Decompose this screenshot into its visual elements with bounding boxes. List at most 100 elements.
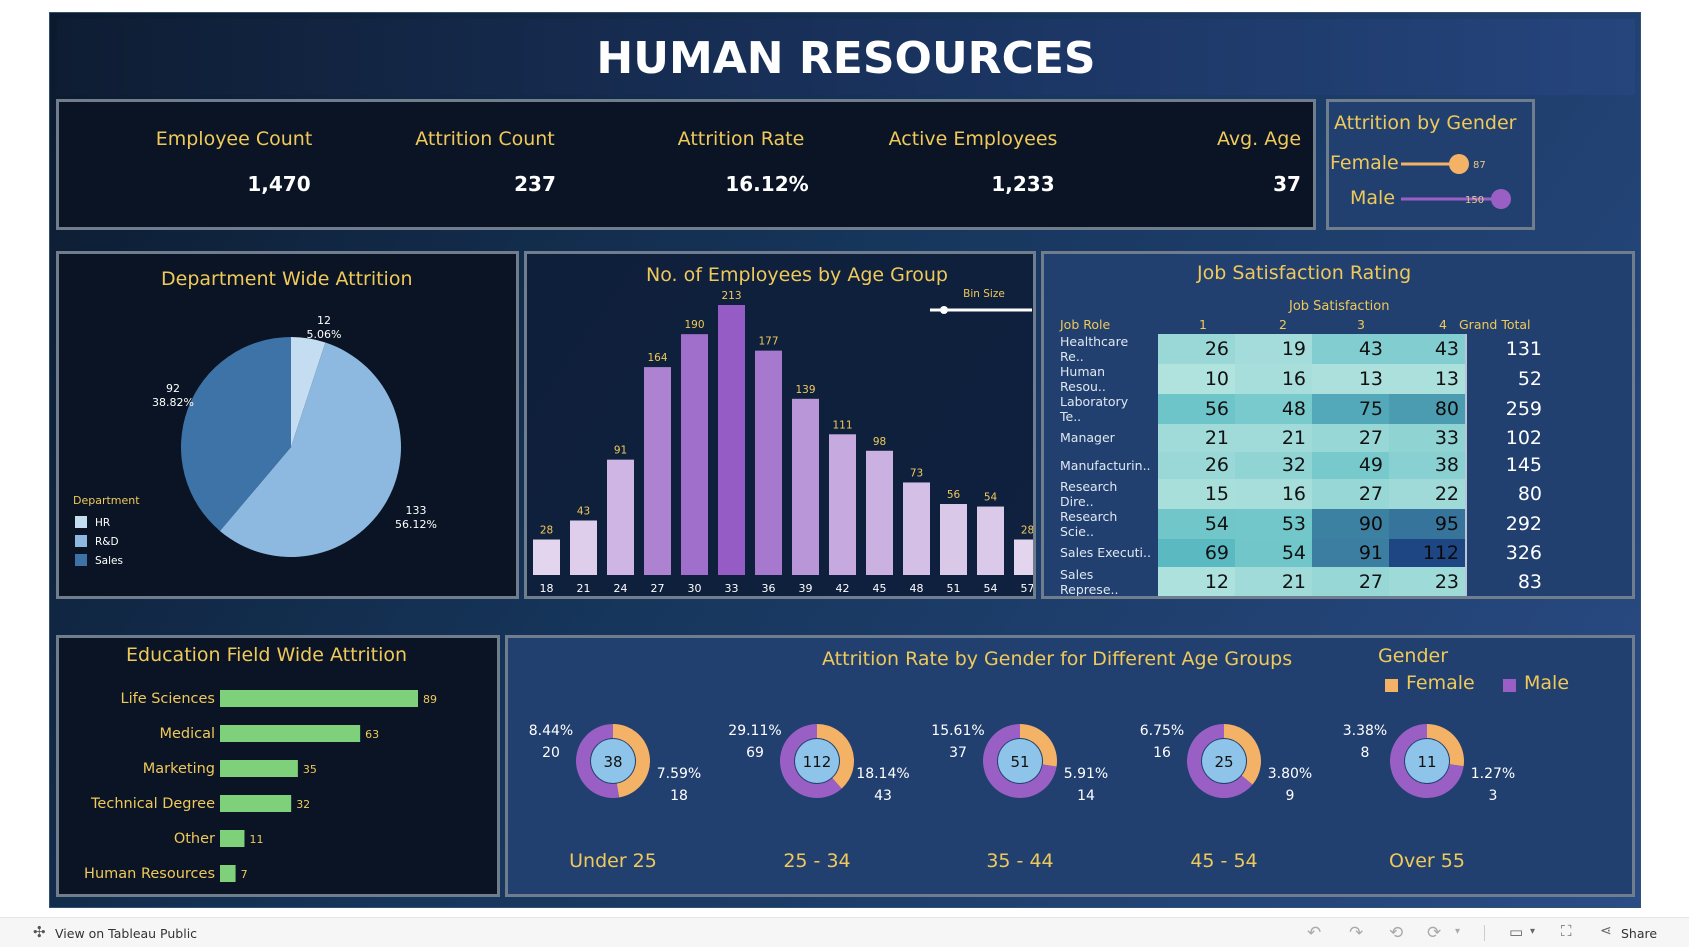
donut-female-pct-2: 5.91% — [1064, 766, 1108, 782]
job-role-label: Human Resou.. — [1060, 364, 1106, 394]
kpi-attrition-count-value: 237 — [514, 172, 556, 196]
donut-male-pct-3: 6.75% — [1140, 723, 1184, 739]
undo-icon[interactable]: ↶ — [1307, 923, 1322, 943]
job-role-label: Sales Executi.. — [1060, 545, 1151, 561]
education-bar-4 — [220, 830, 245, 847]
education-panel: Education Field Wide Attrition Life Scie… — [56, 635, 500, 897]
donut-male-pct-2: 15.61% — [931, 723, 984, 739]
heatmap-cell: 112 — [1389, 539, 1466, 567]
male-value-label: 150 — [1465, 195, 1484, 206]
redo-icon[interactable]: ↷ — [1349, 923, 1364, 943]
age-group-label-0: Under 25 — [569, 850, 657, 872]
kpi-attrition-rate-label: Attrition Rate — [677, 128, 805, 150]
donut-male-pct-4: 3.38% — [1343, 723, 1387, 739]
row-total: 326 — [1465, 539, 1548, 567]
donut-female-arc-2 — [1020, 724, 1057, 767]
fullscreen-icon[interactable]: ⛶ — [1561, 922, 1572, 940]
age-bar-value-33: 213 — [721, 290, 741, 302]
kpi-avg-age-value: 37 — [1273, 172, 1301, 196]
donut-male-arc-3 — [1187, 724, 1253, 798]
age-bar-45 — [866, 450, 893, 575]
donut-center-2 — [998, 739, 1042, 783]
heatmap-cell: 19 — [1235, 334, 1312, 364]
age-bar-value-21: 43 — [577, 505, 590, 517]
donut-female-count-4: 3 — [1489, 788, 1498, 804]
kpi-employee-count-label: Employee Count — [155, 128, 313, 150]
age-bar-36 — [755, 350, 782, 575]
heatmap-cell: 54 — [1158, 509, 1235, 539]
education-value-5: 7 — [241, 868, 248, 881]
grand-total-cell: 1,470 — [1466, 598, 1548, 600]
heatmap-cell: 26 — [1158, 334, 1235, 364]
pie-slice-rd — [219, 342, 401, 557]
tableau-toolbar: ✣ View on Tableau Public ↶ ↷ ⟲ ⟳ ▾ ▭ ▾ ⛶… — [0, 917, 1689, 947]
heatmap-cell: 80 — [1389, 394, 1466, 424]
donut-male-count-1: 69 — [746, 745, 764, 761]
share-button[interactable]: Share — [1621, 926, 1658, 941]
heatmap-cell: 48 — [1235, 394, 1312, 424]
age-bar-51 — [940, 504, 967, 575]
kpi-panel: Employee Count 1,470 Attrition Count 237… — [56, 99, 1316, 230]
donut-male-count-3: 16 — [1153, 745, 1171, 761]
donut-male-arc-4 — [1390, 724, 1464, 798]
grand-total-header: Grand Total — [1459, 317, 1531, 332]
education-value-0: 89 — [423, 693, 437, 706]
age-bar-42 — [829, 434, 856, 575]
legend-swatch-1 — [75, 535, 87, 547]
heatmap-cell: 43 — [1389, 334, 1466, 364]
donut-female-count-1: 43 — [874, 788, 892, 804]
job-satisfaction-table: Healthcare Re.. 26 19 43 43 131 Human Resou.. 1… — [1054, 334, 1548, 600]
age-tick-57: 57 — [1021, 582, 1035, 595]
age-bar-value-42: 111 — [832, 419, 852, 431]
column-header-3: 3 — [1357, 317, 1365, 332]
legend-label-0: HR — [95, 517, 110, 529]
age-bar-54 — [977, 506, 1004, 575]
share-icon[interactable]: ⋖ — [1600, 923, 1612, 939]
donut-female-pct-0: 7.59% — [657, 766, 701, 782]
age-group-label-4: Over 55 — [1389, 850, 1465, 872]
age-tick-33: 33 — [725, 582, 739, 595]
grand-total-cell: 442 — [1312, 598, 1389, 600]
donut-male-count-2: 37 — [949, 745, 967, 761]
male-dot — [1491, 189, 1511, 209]
kpi-attrition-rate-value: 16.12% — [725, 172, 809, 196]
job-role-header: Job Role — [1060, 317, 1111, 332]
job-role-label: Research Dire.. — [1060, 479, 1118, 509]
age-bar-value-18: 28 — [540, 525, 553, 537]
refresh-dropdown-icon[interactable]: ▾ — [1455, 926, 1461, 937]
job-satisfaction-axis-title: Job Satisfaction — [1289, 299, 1390, 314]
age-tick-42: 42 — [836, 582, 850, 595]
heatmap-cell: 91 — [1312, 539, 1389, 567]
age-group-title: No. of Employees by Age Group — [646, 264, 948, 286]
heatmap-cell: 43 — [1312, 334, 1389, 364]
tableau-logo-icon[interactable]: ✣ — [33, 923, 46, 941]
revert-icon[interactable]: ⟲ — [1389, 923, 1404, 943]
heatmap-cell: 27 — [1312, 424, 1389, 452]
job-role-label: Healthcare Re.. — [1060, 334, 1129, 364]
donut-male-count-0: 20 — [542, 745, 560, 761]
donut-female-count-2: 14 — [1077, 788, 1095, 804]
age-tick-18: 18 — [540, 582, 554, 595]
education-value-4: 11 — [249, 833, 263, 846]
age-bar-18 — [533, 539, 560, 575]
department-panel: Department Wide Attrition 12 5.06% 133 56.1… — [56, 251, 519, 599]
age-bar-24 — [607, 459, 634, 575]
grand-total-cell: 280 — [1235, 598, 1312, 600]
view-on-tableau-link[interactable]: View on Tableau Public — [55, 926, 198, 941]
heatmap-cell: 13 — [1312, 364, 1389, 394]
age-bar-value-48: 73 — [910, 467, 923, 479]
age-bar-value-57: 28 — [1021, 525, 1034, 537]
donut-female-arc-4 — [1427, 724, 1464, 767]
grand-total-cell: 459 — [1389, 598, 1466, 600]
heatmap-cell: 23 — [1389, 566, 1466, 596]
comment-dropdown-icon[interactable]: ▾ — [1530, 926, 1536, 937]
heatmap-cell: 27 — [1312, 479, 1389, 509]
comment-icon[interactable]: ▭ — [1509, 923, 1524, 941]
heatmap-cell: 16 — [1235, 364, 1312, 394]
heatmap-cell: 56 — [1158, 394, 1235, 424]
refresh-icon[interactable]: ⟳ — [1427, 923, 1442, 943]
department-title: Department Wide Attrition — [161, 268, 413, 290]
table-row: Healthcare Re.. 26 19 43 43 131 — [1054, 334, 1548, 364]
heatmap-cell: 16 — [1235, 479, 1312, 509]
age-bar-value-51: 56 — [947, 489, 961, 501]
